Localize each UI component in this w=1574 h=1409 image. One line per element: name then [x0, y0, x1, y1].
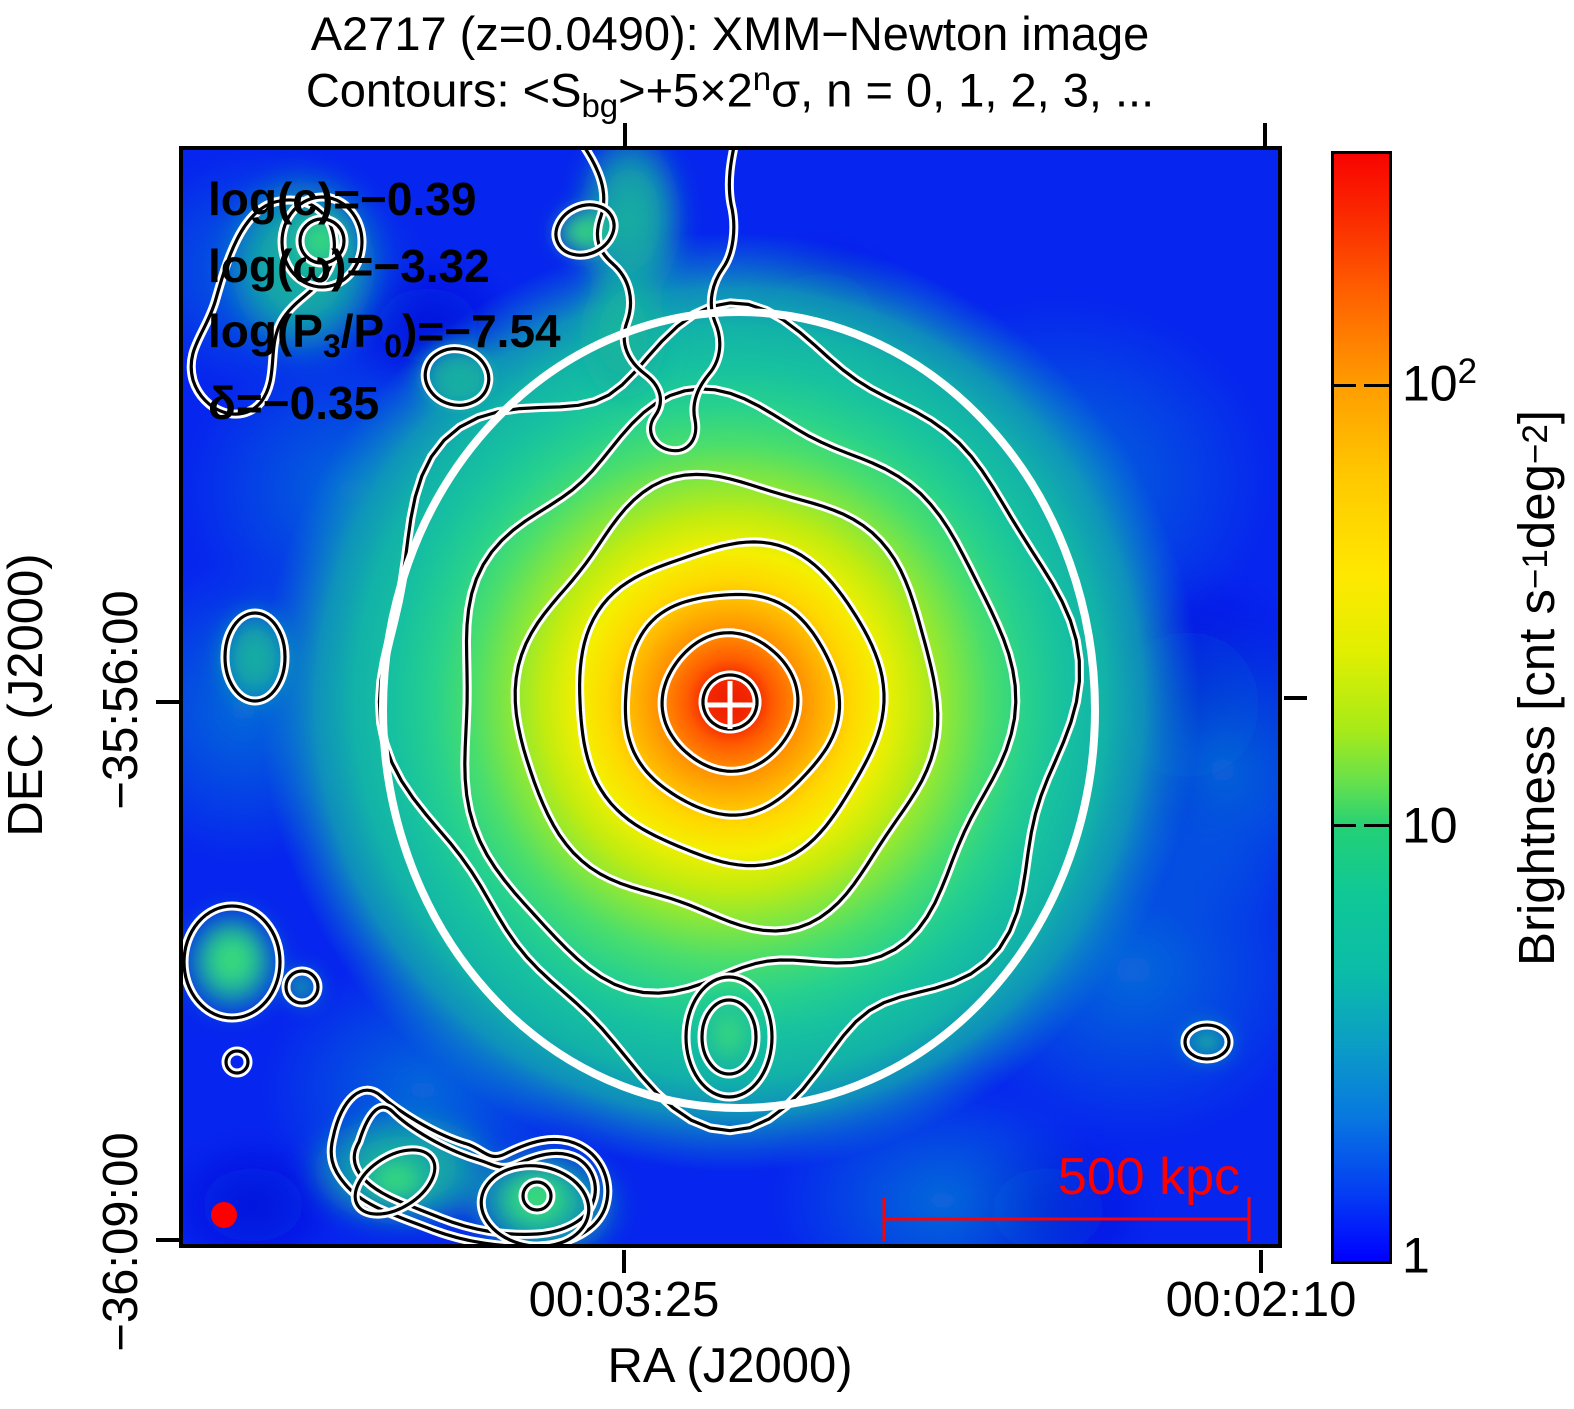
subtitle-prefix: Contours: <S — [305, 63, 582, 117]
psf-dot — [211, 1202, 237, 1228]
center-cross-marker — [706, 681, 754, 729]
surface-brightness-contours — [374, 298, 1084, 1136]
contour-level — [660, 631, 800, 773]
figure-title: A2717 (z=0.0490): XMM−Newton image — [310, 7, 1150, 60]
contour-level — [701, 673, 759, 731]
subtitle-mid: >+5×2 — [618, 63, 753, 117]
tick-right-dec1 — [1284, 696, 1307, 700]
colorbar-tick-100-left — [1334, 384, 1356, 387]
tick-left-dec1 — [156, 700, 179, 704]
colorbar-tick-label-10: 10 — [1402, 797, 1458, 854]
subtitle-superscript: n — [752, 60, 772, 97]
tick-bottom-ra1 — [622, 1250, 626, 1273]
x-axis-title: RA (J2000) — [607, 1339, 853, 1393]
scale-bar — [882, 1197, 1251, 1241]
colorbar-tick-100-right — [1364, 384, 1389, 387]
tick-top-ra1 — [623, 123, 627, 146]
annotation-log-c: log(c)=−0.39 — [208, 173, 477, 225]
annotation-log-omega: log(ω)=−3.32 — [208, 240, 490, 292]
contour-level — [623, 592, 842, 817]
subtitle-subscript: bg — [581, 87, 619, 125]
x-tick-label-1: 00:03:25 — [528, 1273, 720, 1327]
contour-level — [463, 387, 1018, 995]
contour-level — [578, 540, 886, 868]
annotation-delta: δ=−0.35 — [208, 377, 380, 429]
colorbar-tick-10-right — [1364, 824, 1389, 827]
aperture-ellipse — [379, 308, 1099, 1112]
subtitle-suffix: σ, n = 0, 1, 2, 3, ... — [771, 63, 1155, 117]
colorbar-axis-title: Brightness [cnt s −1 deg −2] — [1507, 409, 1565, 967]
outlying-source-contours — [183, 150, 1234, 1244]
xray-image: 500 kpc — [183, 150, 1278, 1244]
colorbar-tick-10-left — [1334, 824, 1356, 827]
contour-level — [513, 472, 940, 933]
sky-image-panel: 500 kpc log(c)=−0.39 log(ω)=−3.32 log(P3… — [179, 146, 1282, 1248]
tick-left-dec2 — [156, 1238, 179, 1242]
figure-subtitle: Contours: <Sbg>+5×2nσ, n = 0, 1, 2, 3, .… — [0, 60, 1460, 125]
y-tick-label-1: −35:56:00 — [94, 590, 148, 810]
tick-bottom-ra2 — [1259, 1250, 1263, 1273]
annotation-log-p3p0: log(P3/P0)=−7.54 — [208, 305, 561, 365]
x-tick-label-2: 00:02:10 — [1165, 1273, 1357, 1327]
colorbar — [1331, 151, 1392, 1264]
colorbar-tick-label-100: 102 — [1402, 352, 1478, 412]
colorbar-tick-label-1: 1 — [1402, 1227, 1430, 1284]
tick-top-ra2 — [1263, 123, 1267, 146]
y-tick-label-2: −36:09:00 — [94, 1132, 148, 1352]
y-axis-title: DEC (J2000) — [0, 553, 53, 837]
scale-bar-label: 500 kpc — [1058, 1148, 1240, 1206]
